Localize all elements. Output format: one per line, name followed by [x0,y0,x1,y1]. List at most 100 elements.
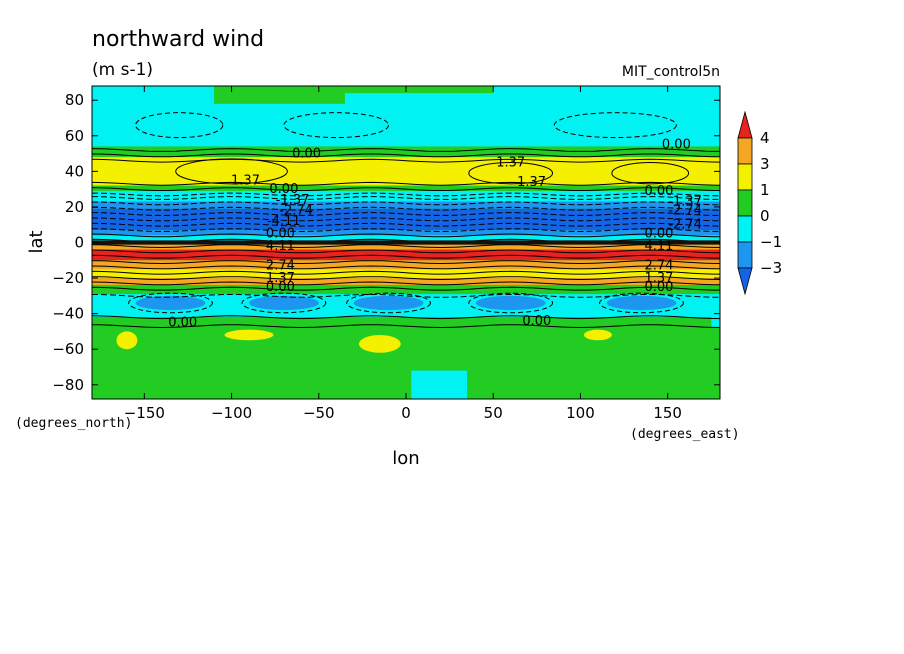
chart-units: (m s-1) [92,60,153,80]
plot-area: 0.000.001.371.371.370.00 0.00-1.37-2.74-1… [92,86,720,399]
colorbar: 4 3 1 0 −1 −3 [737,110,782,296]
field-band [92,190,720,202]
contour-line [553,112,677,139]
y-units-label: (degrees_north) [15,416,132,431]
contour-line [92,281,720,286]
contour-line [241,292,327,314]
contour-line [128,292,213,314]
colorbar-segment [737,267,753,296]
contour-line [92,181,720,186]
y-tick-label: 80 [65,91,84,109]
contour-line [92,286,720,291]
field-band [92,208,720,231]
contour-label: 0.00 [644,280,673,295]
field-cell [249,295,319,311]
contour-line [92,324,720,329]
contour-label: -2.74 [668,218,702,233]
contour-label: 0.00 [662,138,691,153]
contour-label: 1.37 [517,175,546,190]
contour-line [92,196,720,200]
contour-label: -2.74 [668,203,702,218]
contour-label: 0.00 [168,316,197,331]
field-cell [135,295,206,311]
y-tick-label: 20 [65,198,84,216]
field-bands [92,86,720,399]
colorbar-segment [737,189,753,217]
field-band [92,86,720,147]
contour-lines [92,112,720,329]
contour-label: 0.00 [644,184,673,199]
field-band [92,235,720,241]
contour-label: 1.37 [231,173,260,188]
x-tick-label: 0 [401,404,411,422]
contour-line [92,276,720,281]
contour-label: 1.37 [496,155,525,170]
contour-line [92,192,720,197]
contour-line [92,294,720,298]
contour-label: 2.74 [266,259,295,274]
field-band [92,244,720,250]
colorbar-label: 1 [760,181,770,199]
x-axis: −150 −100 −50 0 50 100 150 [124,86,682,422]
field-cell [472,164,550,183]
contour-line [92,260,720,265]
contour-label: 0.00 [292,147,321,162]
contour-line [92,212,720,216]
contour-line [92,249,720,254]
x-tick-label: 150 [653,404,682,422]
contour-label: 4.11 [266,239,295,254]
x-tick-label: 50 [484,404,503,422]
colorbar-segment [737,215,753,243]
field-cell [615,164,686,183]
y-tick-label: −80 [52,376,84,394]
contour-line [92,201,720,206]
contour-line [599,292,684,314]
x-tick-label: −50 [303,404,335,422]
contour-label: 0.00 [266,227,295,242]
field-cell [179,160,284,183]
y-tick-label: −60 [52,340,84,358]
contour-line [92,228,720,233]
contour-line [611,161,690,185]
colorbar-label: −3 [760,259,782,277]
contour-line [92,222,720,227]
contour-line [92,153,720,158]
contour-line [468,292,554,314]
contour-labels: 0.000.001.371.371.370.00 0.00-1.37-2.74-1… [168,138,702,331]
colorbar-label: −1 [760,233,782,251]
field-cell [606,295,677,311]
colorbar-label: 4 [760,129,770,147]
contour-line [135,112,224,139]
dataset-label: MIT_control5n [622,64,720,80]
field-band [92,278,720,286]
contour-line [92,254,720,259]
contour-line [92,148,720,152]
contour-line [175,158,288,185]
contour-line [92,233,720,238]
field-band [92,146,720,158]
field-cell [224,329,274,341]
colorbar-label: 0 [760,207,770,225]
contour-line [92,270,720,275]
contour-label: 2.74 [644,259,673,274]
contour-line [468,161,554,185]
field-patch [214,86,345,104]
field-band [92,185,720,191]
y-tick-label: −20 [52,269,84,287]
contour-line [346,292,431,314]
field-patch [411,370,468,399]
contour-line [92,244,720,249]
field-cell [353,295,424,311]
field-band [92,260,720,270]
field-cell [358,334,401,353]
contour-label: -1.37 [668,195,702,210]
x-tick-label: 100 [566,404,595,422]
y-axis-label: lat [26,230,47,253]
contour-label: 1.37 [644,271,673,286]
contour-label: 0.00 [269,182,298,197]
y-tick-label: −40 [52,305,84,323]
x-axis-label: lon [392,448,419,469]
field-band [92,317,720,399]
field-band [92,249,720,261]
